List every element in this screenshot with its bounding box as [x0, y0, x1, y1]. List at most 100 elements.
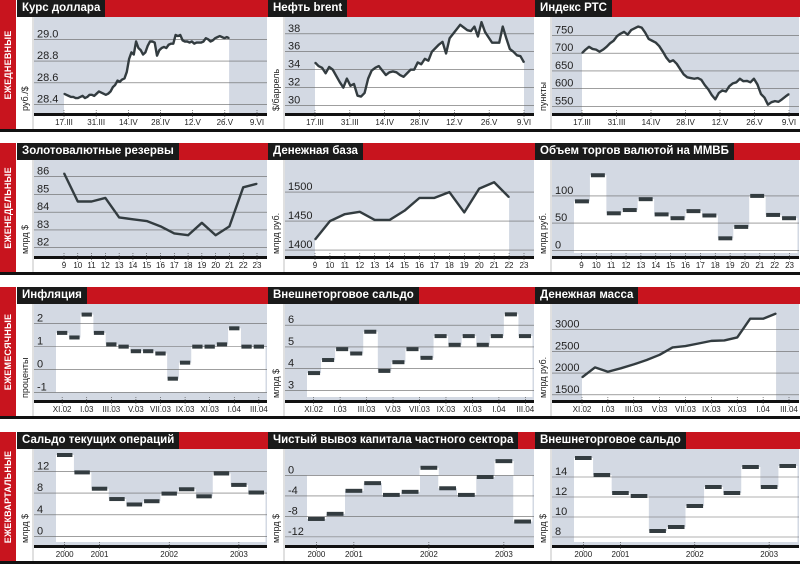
data-point: [72, 96, 74, 98]
data-point: [406, 72, 408, 74]
y-tick-label: 650: [555, 60, 573, 72]
data-point: [735, 81, 737, 83]
data-point: [173, 232, 175, 235]
chart-svg: $/баррель 30 32 34 36 38 17.III 31.III 14.IV 28.I…: [268, 17, 535, 129]
x-tick-label: IX.03: [176, 405, 195, 414]
data-point: [93, 95, 95, 97]
data-point: [427, 60, 429, 62]
y-tick-label: 34: [288, 59, 300, 71]
row-divider: [0, 272, 800, 275]
step-bar-cap: [231, 482, 247, 487]
x-tick-label: 28.IV: [151, 118, 170, 127]
data-point: [65, 94, 67, 96]
step-bar-cap: [420, 355, 433, 360]
chart-panel-inflation: Инфляция проценты -1 0 1 2 XI.02 I.03 III.03 V.03…: [17, 287, 268, 416]
data-point: [201, 222, 203, 224]
step-bar-cap: [702, 213, 717, 218]
data-point: [177, 35, 179, 37]
x-tick-label: 14: [128, 261, 137, 270]
y-axis-label: руб./$: [20, 86, 30, 111]
chart-svg: руб./$ 28.4 28.6 28.8 29.0 17.III 31.III 14.IV 2…: [17, 17, 268, 129]
row-label-text: ЕЖЕНЕДЕЛЬНЫЕ: [3, 166, 13, 249]
data-point: [627, 34, 629, 36]
y-tick-label: 86: [37, 166, 49, 178]
x-tick-label: 9: [579, 261, 584, 270]
step-bar-cap: [167, 376, 178, 381]
step-bar-cap: [766, 212, 781, 217]
data-point: [123, 77, 126, 80]
x-tick-label: XI.03: [728, 405, 747, 414]
data-point: [598, 51, 601, 53]
x-tick-label: 31.III: [608, 118, 626, 127]
x-tick-label: 16: [681, 261, 690, 270]
data-point: [70, 96, 72, 98]
data-point: [381, 69, 383, 72]
x-tick-label: 11: [607, 261, 616, 270]
data-point: [130, 51, 133, 53]
x-tick-label: 31.III: [87, 118, 105, 127]
bar-fill: [517, 336, 533, 397]
panel-header: Чистый вывоз капитала частного сектора: [268, 432, 535, 449]
data-point: [388, 71, 390, 73]
data-point: [221, 36, 223, 38]
data-point: [154, 41, 156, 44]
data-point: [781, 98, 783, 100]
bar-fill: [178, 362, 192, 393]
step-bar-cap: [392, 360, 405, 365]
data-point: [205, 37, 207, 39]
panel-header: Золотовалютные резервы: [17, 143, 268, 160]
bar-fill: [722, 493, 742, 542]
x-tick-label: 11: [87, 261, 96, 270]
bar-fill: [391, 362, 406, 397]
step-bar-cap: [779, 464, 796, 468]
row-frequency-label: ЕЖЕНЕДЕЛЬНЫЕ: [0, 143, 16, 272]
x-tick-label: 13: [115, 261, 124, 270]
data-point: [161, 47, 163, 49]
series-line: [581, 25, 790, 106]
data-point: [112, 86, 114, 88]
step-bar-cap: [126, 502, 143, 507]
data-point: [184, 40, 186, 43]
bar-fill: [73, 472, 92, 542]
bar-fill: [419, 357, 435, 397]
data-point: [732, 82, 734, 84]
data-point: [371, 69, 373, 72]
x-tick-label: 18: [711, 261, 720, 270]
data-point: [195, 41, 198, 44]
data-point: [346, 78, 348, 80]
bar-fill: [765, 214, 782, 253]
step-bar-cap: [229, 326, 240, 331]
bar-fill: [321, 360, 336, 397]
data-point: [168, 44, 170, 46]
data-point: [516, 54, 518, 56]
data-point: [710, 340, 712, 342]
x-tick-label: IX.03: [437, 405, 456, 414]
data-point: [317, 65, 320, 67]
series-line: [581, 312, 777, 379]
bar-fill: [503, 314, 519, 397]
x-tick-label: 19: [726, 261, 735, 270]
bar-fill: [363, 475, 383, 484]
x-tick-label: 2003: [760, 550, 778, 559]
x-tick-label: I.04: [756, 405, 770, 414]
data-point: [413, 69, 415, 71]
x-tick-label: 10: [592, 261, 601, 270]
x-tick-label: VII.03: [150, 405, 171, 414]
y-tick-label: 600: [555, 78, 573, 90]
data-point: [325, 72, 327, 74]
step-bar-cap: [204, 344, 215, 349]
x-tick-label: 9.VI: [250, 118, 264, 127]
data-point: [623, 31, 625, 33]
bar-fill: [778, 466, 798, 542]
step-bar-cap: [130, 349, 142, 354]
x-tick-label: 2002: [160, 550, 178, 559]
data-point: [335, 75, 337, 77]
data-point: [683, 73, 685, 76]
chart-svg: млрд $ 3 4 5 6 XI.02 I.03 III.03 V.03 VII.03 IX.03…: [268, 304, 535, 416]
y-tick-label: 1500: [555, 384, 579, 396]
data-point: [88, 94, 91, 96]
data-point: [151, 40, 153, 43]
y-tick-label: 700: [555, 42, 573, 54]
bar-fill: [637, 199, 655, 253]
data-point: [655, 41, 657, 44]
